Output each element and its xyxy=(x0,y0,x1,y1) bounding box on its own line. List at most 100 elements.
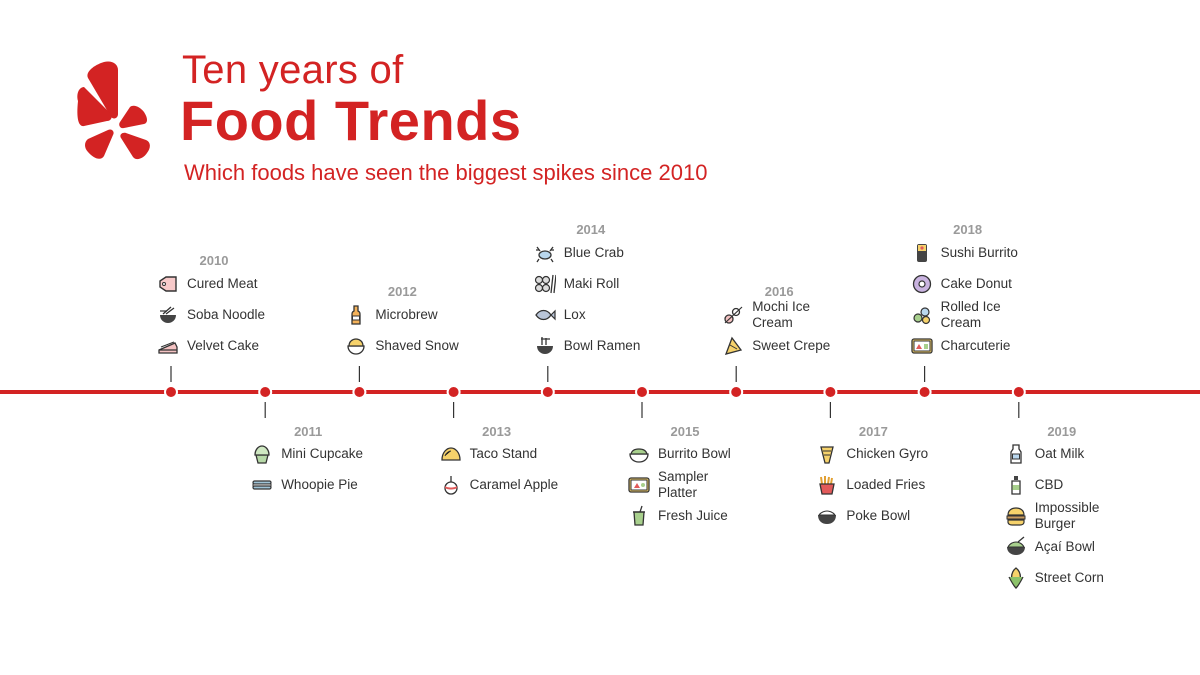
trend-item-label: Burrito Bowl xyxy=(658,445,731,461)
trend-item-label: Whoopie Pie xyxy=(281,476,358,492)
year-label-2016: 2016 xyxy=(764,284,794,299)
trend-item: Microbrew xyxy=(345,299,495,330)
trend-item: Burrito Bowl xyxy=(628,438,778,469)
taco-icon xyxy=(440,443,462,465)
year-label-2010: 2010 xyxy=(199,253,229,268)
noodle-bowl-icon xyxy=(157,304,179,326)
trend-item: Maki Roll xyxy=(534,268,684,299)
trend-item-label: Taco Stand xyxy=(469,445,538,461)
crab-icon xyxy=(534,242,556,264)
trend-item-label: Microbrew xyxy=(375,306,438,322)
timeline-dot-2012 xyxy=(352,385,367,399)
year-label-2017: 2017 xyxy=(858,424,888,439)
whoopie-pie-icon xyxy=(251,474,273,496)
trend-item: Fresh Juice xyxy=(628,500,778,531)
timeline-dot-2015 xyxy=(635,385,649,399)
trend-item: Cured Meat xyxy=(157,268,307,299)
trend-item-label: Açaí Bowl xyxy=(1034,538,1095,554)
trend-item-label: Bowl Ramen xyxy=(563,337,641,353)
trend-item-label: Sweet Crepe xyxy=(752,337,831,353)
trend-item-label: Street Corn xyxy=(1034,569,1104,585)
fish-icon xyxy=(534,304,556,326)
rolled-ice-cream-icon xyxy=(911,304,933,326)
trend-item-label: CBD xyxy=(1034,476,1064,492)
trend-item-label: Cured Meat xyxy=(187,275,258,291)
year-label-2013: 2013 xyxy=(482,424,512,439)
trend-item-label: Lox xyxy=(563,306,586,322)
timeline-dot-2013 xyxy=(446,385,461,399)
timeline-dot-2017 xyxy=(823,385,838,399)
brand-logo-icon xyxy=(77,61,150,160)
trend-item: Taco Stand xyxy=(440,438,590,469)
year-label-2012: 2012 xyxy=(387,284,417,299)
trend-item: Açaí Bowl xyxy=(1005,531,1155,562)
trend-item: Oat Milk xyxy=(1005,438,1155,469)
trend-item: Whoopie Pie xyxy=(251,469,401,500)
trend-item-label: Shaved Snow xyxy=(375,337,459,353)
snow-bowl-icon xyxy=(345,335,367,357)
subtitle: Which foods have seen the biggest spikes… xyxy=(184,160,708,185)
ramen-bowl-icon xyxy=(534,335,556,357)
trend-item: Chicken Gyro xyxy=(816,438,966,469)
trend-item-label: Sushi Burrito xyxy=(940,244,1018,260)
trend-item-label: Oat Milk xyxy=(1034,445,1085,461)
corn-icon xyxy=(1005,566,1027,589)
timeline-dot-2018 xyxy=(917,385,932,399)
burrito-bowl-icon xyxy=(628,443,650,465)
juice-cup-icon xyxy=(628,505,650,527)
gyro-icon xyxy=(816,443,838,465)
trend-item: Sushi Burrito xyxy=(911,237,1061,268)
trend-item-label: Soba Noodle xyxy=(187,306,266,322)
trend-item: Impossible Burger xyxy=(1005,500,1119,531)
trend-item: Mochi Ice Cream xyxy=(722,299,836,330)
trend-item-label: Charcuterie xyxy=(940,337,1011,353)
donut-icon xyxy=(911,273,933,295)
timeline-dot-2011 xyxy=(258,385,273,399)
trend-item: Caramel Apple xyxy=(440,469,590,500)
trend-item: Bowl Ramen xyxy=(534,330,684,361)
acai-bowl-icon xyxy=(1005,536,1027,558)
year-label-2018: 2018 xyxy=(953,222,983,237)
trend-item-label: Loaded Fries xyxy=(846,476,926,492)
trend-item: Loaded Fries xyxy=(816,469,966,500)
trend-item-label: Velvet Cake xyxy=(187,337,260,353)
cupcake-icon xyxy=(251,443,273,465)
timeline-dot-2019 xyxy=(1011,385,1026,399)
trend-item-label: Mini Cupcake xyxy=(281,445,363,461)
maki-roll-icon xyxy=(534,273,556,295)
charcuterie-board-icon xyxy=(910,335,933,357)
crepe-icon xyxy=(722,335,744,357)
fries-icon xyxy=(816,474,838,496)
year-label-2015: 2015 xyxy=(670,424,700,439)
trend-item: Blue Crab xyxy=(534,237,684,268)
meat-tag-icon xyxy=(157,273,179,295)
trend-item: Velvet Cake xyxy=(157,330,307,361)
year-label-2019: 2019 xyxy=(1047,424,1077,439)
year-label-2014: 2014 xyxy=(576,222,606,237)
burger-icon xyxy=(1005,505,1027,527)
caramel-apple-icon xyxy=(440,474,462,496)
trend-item: Mini Cupcake xyxy=(251,438,401,469)
trend-item: CBD xyxy=(1005,469,1155,500)
beer-bottle-icon xyxy=(345,304,367,326)
mochi-icon xyxy=(722,304,744,326)
trend-item-label: Impossible Burger xyxy=(1034,499,1100,531)
title-line-1: Ten years of xyxy=(182,48,404,92)
poke-bowl-icon xyxy=(816,505,838,527)
cake-slice-icon xyxy=(157,335,179,357)
trend-item-label: Poke Bowl xyxy=(846,507,911,523)
trend-item: Soba Noodle xyxy=(157,299,307,330)
trend-item: Poke Bowl xyxy=(816,500,966,531)
trend-item: Charcuterie xyxy=(910,330,1061,361)
milk-bottle-icon xyxy=(1005,443,1027,465)
timeline-dot-2014 xyxy=(540,385,555,399)
trend-item: Shaved Snow xyxy=(345,330,495,361)
trend-item-label: Maki Roll xyxy=(563,275,620,291)
timeline-dot-2016 xyxy=(729,385,744,399)
trend-item-label: Fresh Juice xyxy=(658,507,728,523)
platter-icon xyxy=(628,474,650,496)
trend-item: Rolled Ice Cream xyxy=(911,299,1025,330)
trend-item-label: Rolled Ice Cream xyxy=(940,298,1001,330)
